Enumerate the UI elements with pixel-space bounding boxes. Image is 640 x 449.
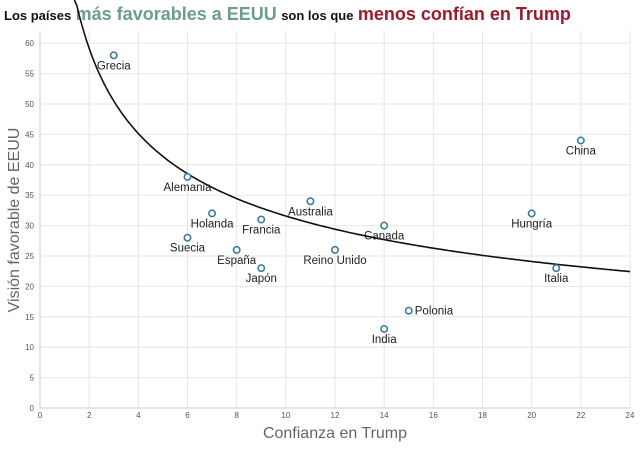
data-point bbox=[330, 245, 339, 254]
point-label: Alemania bbox=[164, 182, 213, 194]
data-point bbox=[257, 215, 266, 224]
title-part-3: son los que bbox=[281, 8, 354, 23]
x-tick-label: 14 bbox=[380, 411, 389, 420]
y-tick-label: 50 bbox=[25, 100, 34, 109]
data-point bbox=[380, 221, 389, 230]
point-label: Francia bbox=[242, 225, 281, 237]
trend-curve bbox=[73, 0, 631, 273]
x-tick-label: 2 bbox=[87, 411, 92, 420]
point-labels: Grecia Alemania Holanda Suecia España Francia… bbox=[97, 60, 597, 346]
y-tick-label: 25 bbox=[25, 252, 34, 261]
data-point bbox=[232, 245, 241, 254]
point-label: Australia bbox=[288, 206, 333, 218]
y-tick-label: 0 bbox=[30, 404, 35, 413]
x-tick-label: 8 bbox=[234, 411, 239, 420]
data-point bbox=[552, 264, 561, 273]
y-tick-label: 35 bbox=[25, 191, 34, 200]
axes bbox=[39, 31, 630, 409]
x-tick-label: 10 bbox=[281, 411, 290, 420]
x-tick-label: 16 bbox=[429, 411, 438, 420]
x-tick-label: 6 bbox=[185, 411, 190, 420]
y-tick-label: 15 bbox=[25, 313, 34, 322]
point-label: Polonia bbox=[415, 306, 454, 318]
data-point bbox=[576, 136, 585, 145]
y-tick-label: 55 bbox=[25, 70, 34, 79]
title-part-2: más favorables a EEUU bbox=[75, 4, 277, 24]
title-part-1: Los países bbox=[4, 8, 72, 23]
y-tick-label: 20 bbox=[25, 282, 34, 291]
x-tick-label: 24 bbox=[626, 411, 635, 420]
point-label: Canada bbox=[364, 231, 405, 243]
y-tick-label: 10 bbox=[25, 343, 34, 352]
point-label: Suecia bbox=[170, 243, 206, 255]
data-points bbox=[109, 51, 585, 333]
x-tick-label: 22 bbox=[576, 411, 585, 420]
point-label: Japón bbox=[246, 273, 277, 285]
y-axis-label: Visión favorable de EEUU bbox=[6, 128, 23, 313]
data-point bbox=[257, 264, 266, 273]
point-label: India bbox=[372, 334, 398, 346]
point-label: China bbox=[566, 145, 597, 157]
title-part-4: menos confían en Trump bbox=[357, 4, 571, 24]
x-tick-label: 4 bbox=[136, 411, 141, 420]
x-tick-label: 12 bbox=[331, 411, 340, 420]
data-point bbox=[380, 324, 389, 333]
point-label: Holanda bbox=[191, 218, 234, 230]
y-tick-label: 5 bbox=[30, 374, 35, 383]
y-tick-label: 60 bbox=[25, 39, 34, 48]
point-label: Hungría bbox=[511, 218, 553, 230]
data-point bbox=[306, 197, 315, 206]
data-point bbox=[404, 306, 413, 315]
data-point bbox=[183, 233, 192, 242]
chart-title: Los países más favorables a EEUU son los… bbox=[4, 4, 571, 25]
point-label: España bbox=[217, 255, 257, 267]
data-point bbox=[527, 209, 536, 218]
point-label: Reino Unido bbox=[303, 255, 366, 267]
data-point bbox=[208, 209, 217, 218]
data-point bbox=[183, 172, 192, 181]
x-tick-label: 18 bbox=[478, 411, 487, 420]
x-tick-label: 0 bbox=[38, 411, 43, 420]
y-tick-label: 40 bbox=[25, 161, 34, 170]
x-tick-label: 20 bbox=[527, 411, 536, 420]
y-tick-label: 45 bbox=[25, 130, 34, 139]
x-axis-label: Confianza en Trump bbox=[263, 425, 407, 442]
point-label: Grecia bbox=[97, 60, 131, 72]
point-label: Italia bbox=[544, 273, 569, 285]
data-point bbox=[109, 51, 118, 60]
y-tick-label: 30 bbox=[25, 222, 34, 231]
